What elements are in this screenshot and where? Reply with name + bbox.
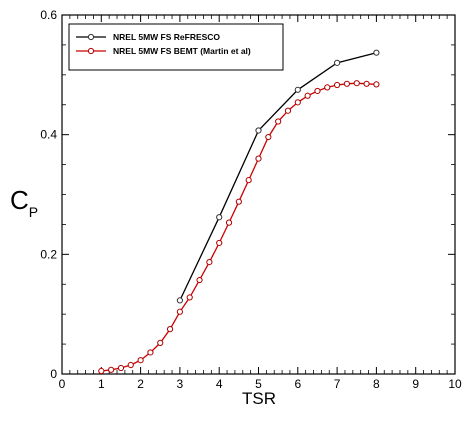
data-point: [176, 297, 183, 304]
legend: NREL 5MW FS ReFRESCO NREL 5MW FS BEMT (Ma…: [68, 23, 284, 71]
x-tick-label: 8: [373, 377, 380, 391]
data-point: [294, 99, 301, 106]
x-tick-label: 9: [412, 377, 419, 391]
data-point: [206, 259, 213, 266]
legend-marker-swatch: [87, 47, 95, 55]
legend-entry: NREL 5MW FS BEMT (Martin et al): [76, 46, 251, 56]
x-tick-label: 4: [216, 377, 223, 391]
data-point: [314, 87, 321, 95]
data-point: [324, 84, 331, 91]
legend-marker-swatch: [87, 33, 95, 41]
data-point: [334, 81, 341, 89]
data-point: [373, 81, 380, 88]
series-line: [179, 52, 377, 301]
data-point: [166, 326, 174, 333]
data-point: [176, 308, 183, 315]
data-point: [157, 339, 164, 346]
data-point: [225, 219, 233, 226]
x-tick-label: 2: [137, 377, 144, 391]
data-point: [216, 239, 223, 247]
data-point: [245, 177, 252, 184]
x-tick-label: 7: [334, 377, 341, 391]
data-point: [353, 80, 360, 87]
data-point: [304, 92, 311, 99]
series-1: [176, 49, 380, 304]
data-point: [284, 107, 292, 114]
x-tick-label: 0: [59, 377, 66, 391]
y-tick-label: 0.6: [40, 8, 57, 22]
data-point: [275, 118, 282, 125]
data-point: [255, 155, 262, 162]
x-tick-label: 10: [448, 377, 462, 391]
data-point: [265, 133, 272, 141]
y-axis-title: CP: [10, 185, 38, 220]
x-tick-label: 6: [294, 377, 301, 391]
data-point: [373, 49, 380, 56]
x-tick-label: 3: [177, 377, 184, 391]
data-point: [216, 214, 223, 221]
legend-entry: NREL 5MW FS ReFRESCO: [76, 32, 220, 42]
data-point: [255, 127, 262, 134]
data-point: [147, 349, 154, 356]
data-point: [117, 364, 125, 372]
data-point: [294, 86, 301, 93]
data-point: [137, 357, 144, 364]
data-point: [196, 276, 203, 284]
data-point: [235, 198, 242, 205]
x-tick-label: 5: [255, 377, 262, 391]
data-point: [343, 80, 351, 87]
legend-label: NREL 5MW FS BEMT (Martin et al): [113, 46, 251, 56]
y-axis-title-main: C: [10, 185, 29, 215]
data-point: [363, 80, 370, 87]
data-point: [108, 366, 115, 373]
data-point: [186, 294, 193, 301]
legend-box: [68, 23, 284, 71]
x-axis-title: TSR: [242, 389, 276, 408]
x-tick-label: 1: [98, 377, 105, 391]
data-point: [334, 59, 341, 66]
y-axis-title-subscript: P: [29, 204, 38, 220]
legend-label: NREL 5MW FS ReFRESCO: [113, 32, 220, 42]
data-point: [127, 361, 134, 369]
series-2: [98, 80, 380, 375]
y-tick-label: 0.4: [40, 128, 57, 142]
y-tick-label: 0: [50, 367, 57, 381]
data-point: [98, 367, 105, 375]
y-tick-label: 0.2: [40, 247, 57, 261]
series-line: [101, 82, 377, 372]
